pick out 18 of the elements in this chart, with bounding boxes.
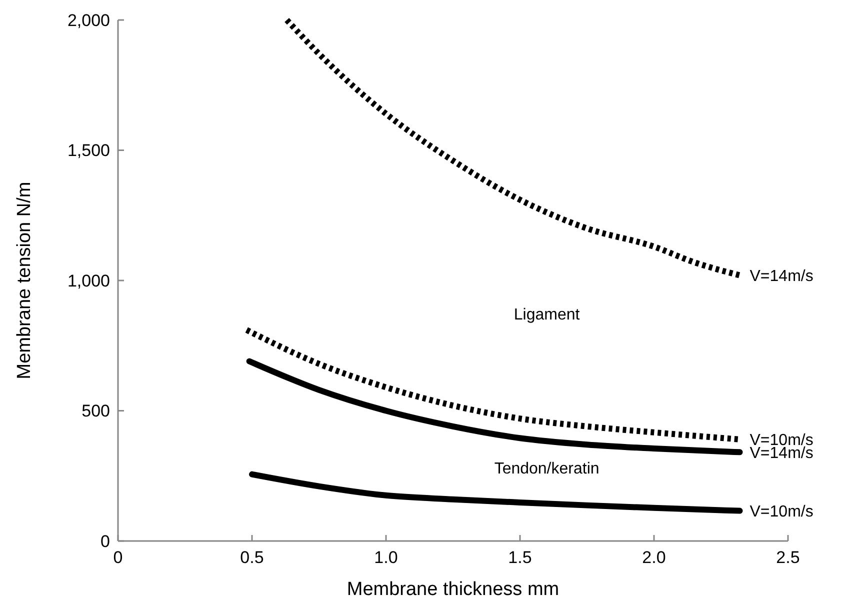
y-axis-title: Membrane tension N/m [14, 182, 35, 380]
annotation: Ligament [514, 306, 580, 324]
y-tick-label: 500 [82, 402, 110, 421]
x-tick-label: 1.0 [374, 548, 398, 567]
y-tick-label: 1,000 [67, 271, 110, 290]
x-tick-label: 0.5 [240, 548, 264, 567]
x-tick-label: 1.5 [508, 548, 532, 567]
annotation: Tendon/keratin [494, 460, 600, 478]
series-label: V=10m/s [750, 503, 814, 520]
y-tick-label: 2,000 [67, 10, 110, 30]
series-label: V=14m/s [750, 444, 814, 462]
y-tick-label: 1,500 [67, 141, 110, 160]
x-tick-label: 0 [113, 548, 123, 567]
series-label: V=14m/s [750, 268, 814, 285]
x-tick-label: 2.5 [776, 548, 800, 567]
x-tick-label: 2.0 [642, 548, 666, 567]
y-tick-label: 0 [100, 532, 110, 551]
x-axis-title: Membrane thickness mm [346, 579, 560, 600]
